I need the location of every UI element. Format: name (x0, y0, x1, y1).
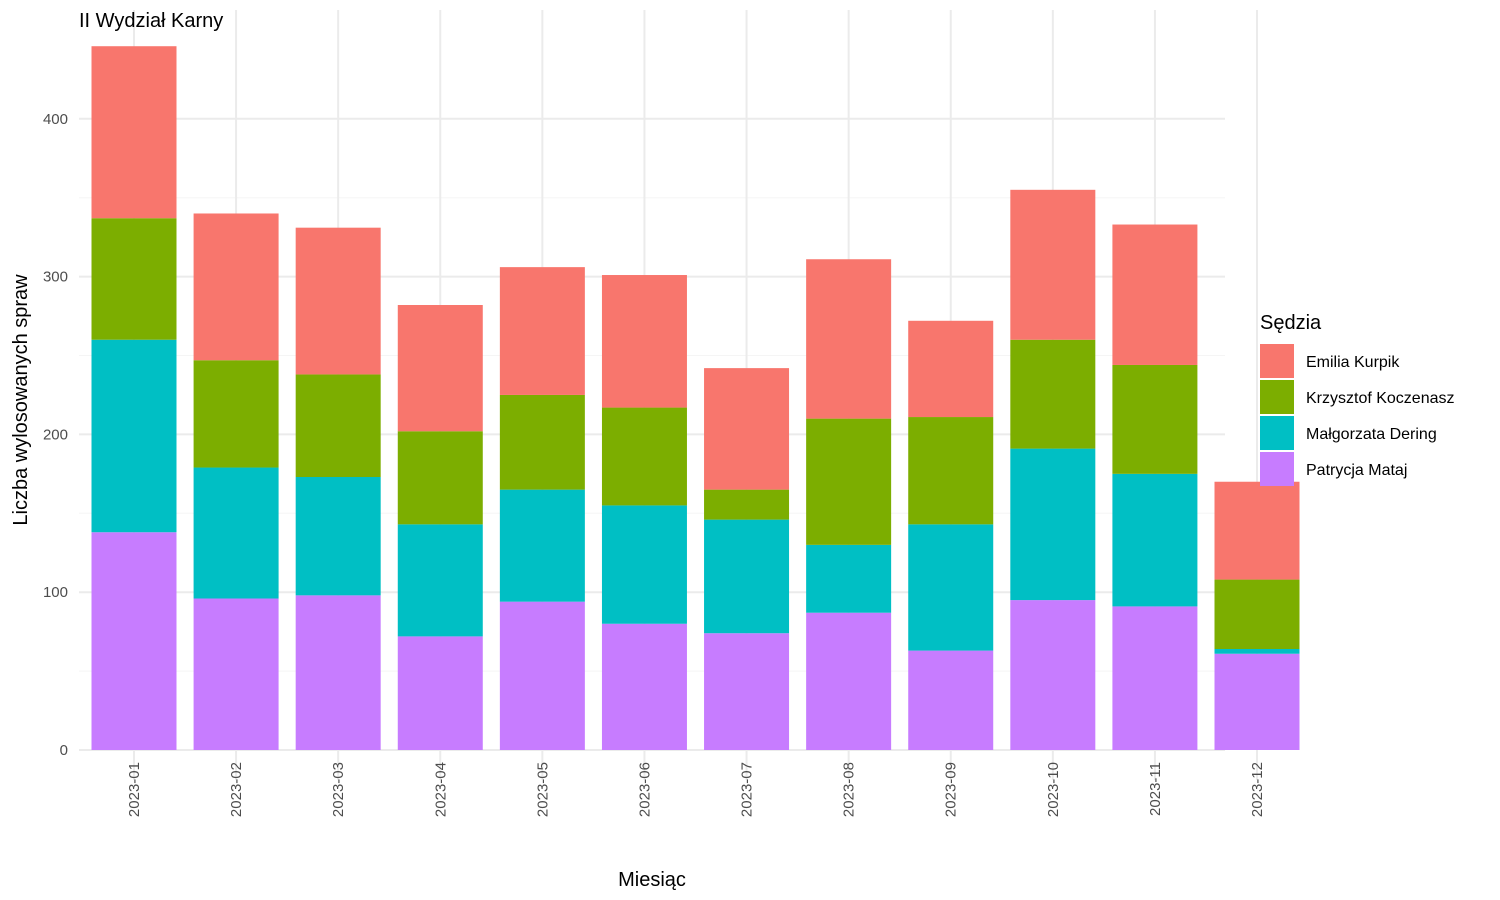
x-tick-label: 2023-06 (636, 762, 653, 817)
x-tick-label: 2023-07 (739, 762, 756, 817)
bar-segment (1214, 649, 1300, 654)
bar-segment (601, 407, 687, 506)
y-tick-label: 400 (43, 111, 68, 128)
bar-segment (91, 46, 177, 219)
x-tick-label: 2023-10 (1045, 762, 1062, 817)
legend-title: Sędzia (1260, 312, 1322, 334)
x-tick-label: 2023-02 (228, 762, 245, 817)
legend-label: Patrycja Mataj (1306, 462, 1407, 479)
x-tick-label: 2023-03 (330, 762, 347, 817)
bar-segment (704, 368, 790, 490)
bar-segment (499, 489, 585, 602)
bar-segment (91, 339, 177, 533)
bar-segment (499, 601, 585, 750)
y-axis-title: Liczba wylosowanych spraw (10, 274, 32, 526)
bar-segment (806, 544, 892, 613)
y-tick-label: 200 (43, 426, 68, 443)
bar-segment (193, 360, 279, 468)
bar-segment (601, 505, 687, 624)
legend-swatch (1260, 452, 1294, 486)
bar-segment (908, 417, 994, 525)
x-tick-label: 2023-01 (126, 762, 143, 817)
bar-segment (193, 598, 279, 750)
bar-segment (806, 612, 892, 750)
bar-segment (704, 489, 790, 520)
chart-title: II Wydział Karny (79, 10, 223, 32)
bar-segment (193, 467, 279, 599)
bar-segment (1112, 364, 1198, 474)
bar-segment (601, 275, 687, 408)
bar-segment (193, 213, 279, 361)
y-axis-ticks: 0 100 200 300 400 (43, 111, 68, 759)
bar-segment (704, 633, 790, 750)
bar-segment (1214, 653, 1300, 750)
bar-segment (295, 595, 381, 750)
bar-segment (295, 374, 381, 478)
bar-segment (91, 532, 177, 750)
x-tick-label: 2023-09 (943, 762, 960, 817)
legend-swatch (1260, 416, 1294, 450)
bar-segment (601, 623, 687, 750)
bar-segment (806, 418, 892, 545)
bar-segment (1010, 600, 1096, 750)
x-tick-label: 2023-11 (1147, 762, 1164, 816)
y-tick-label: 0 (60, 742, 68, 759)
bar-segment (908, 650, 994, 750)
bar-segment (704, 519, 790, 634)
x-tick-label: 2023-12 (1249, 762, 1266, 817)
y-tick-label: 300 (43, 269, 68, 286)
bar-segment (397, 636, 483, 750)
bar-segment (499, 267, 585, 395)
legend-label: Krzysztof Koczenasz (1306, 390, 1455, 407)
bar-segment (397, 431, 483, 525)
bar-segment (1010, 448, 1096, 601)
bar-segment (806, 259, 892, 419)
bar-segment (397, 524, 483, 637)
legend-swatch (1260, 344, 1294, 378)
bar-segment (1112, 606, 1198, 750)
legend-label: Emilia Kurpik (1306, 354, 1400, 371)
bar-segment (908, 320, 994, 418)
bar-segment (499, 394, 585, 490)
bar-segment (1214, 481, 1300, 580)
bar-segment (295, 227, 381, 375)
x-tick-label: 2023-08 (841, 762, 858, 817)
x-axis-title: Miesiąc (618, 869, 686, 891)
bar-segment (1112, 473, 1198, 607)
bar-segment (91, 218, 177, 340)
bar-segment (1112, 224, 1198, 365)
bar-segment (397, 305, 483, 432)
bar-segment (908, 524, 994, 651)
x-tick-label: 2023-04 (432, 762, 449, 817)
bar-segment (1010, 339, 1096, 449)
bar-segment (1010, 189, 1096, 340)
bar-segment (1214, 579, 1300, 650)
legend-swatch (1260, 380, 1294, 414)
legend-label: Małgorzata Dering (1306, 426, 1437, 443)
x-axis-ticks: 2023-01 2023-02 2023-03 2023-04 2023-05 2023-… (126, 762, 1266, 817)
bar-segment (295, 477, 381, 596)
legend: Sędzia Emilia Kurpik Krzysztof Koczenasz M… (1260, 312, 1455, 486)
y-tick-label: 100 (43, 584, 68, 601)
x-tick-label: 2023-05 (534, 762, 551, 817)
bars-layer (91, 46, 1300, 750)
